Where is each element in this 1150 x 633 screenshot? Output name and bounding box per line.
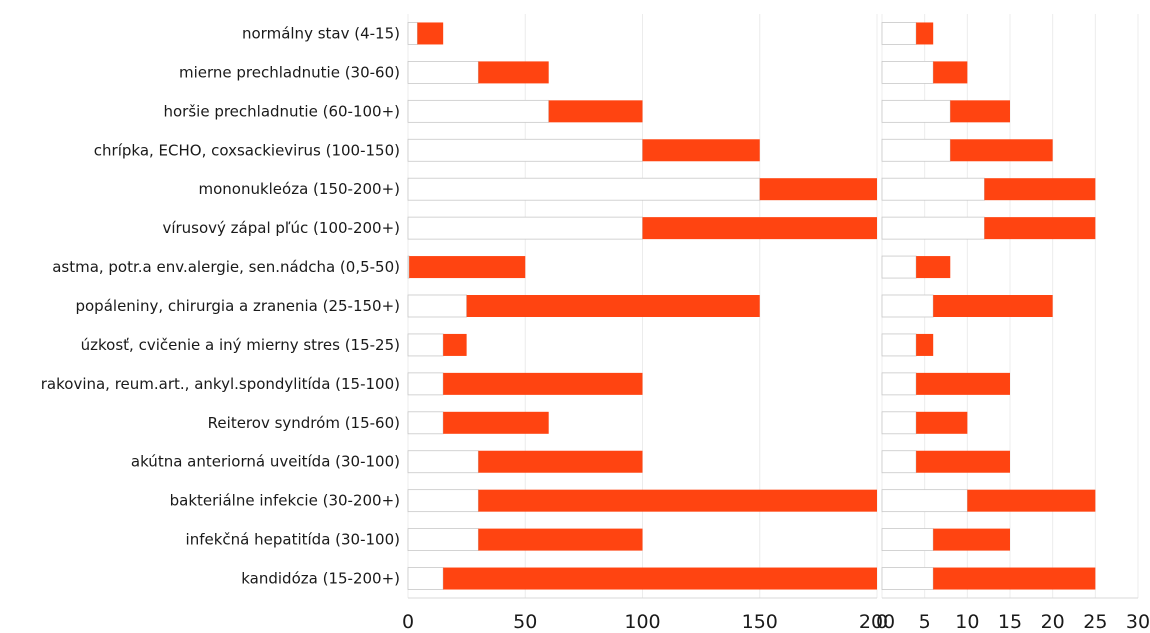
right-bar-offset-11 [881, 450, 917, 474]
left-bar-offset-11 [407, 450, 479, 474]
left-bar-range-10 [443, 411, 549, 434]
left-bar-offset-2 [407, 99, 550, 123]
right-bar-offset-4 [881, 177, 985, 201]
category-label-2: horšie prechladnutie (60-100+) [163, 102, 400, 120]
right-bar-offset-7 [881, 294, 934, 318]
left-bar-offset-0 [407, 22, 418, 45]
left-bar-offset-10 [407, 411, 444, 435]
left-bar-range-0 [417, 22, 444, 45]
left-bar-offset-5 [407, 216, 643, 240]
right-bar-offset-14 [881, 567, 934, 590]
right-bar-range-6 [916, 256, 951, 279]
right-bar-range-2 [950, 100, 1010, 123]
left-bar-range-14 [443, 567, 877, 590]
category-label-8: úzkosť, cvičenie a iný mierny stres (15-… [81, 336, 400, 354]
right-bar-offset-2 [881, 99, 951, 123]
left-bar-range-11 [478, 450, 643, 473]
category-label-6: astma, potr.a env.alergie, sen.nádcha (0… [52, 258, 400, 276]
right-x-tick-label-1: 5 [919, 611, 931, 633]
category-label-10: Reiterov syndróm (15-60) [208, 414, 400, 432]
category-label-1: mierne prechladnutie (30-60) [179, 63, 400, 81]
category-label-4: mononukleóza (150-200+) [198, 180, 400, 198]
left-bar-range-12 [478, 489, 877, 512]
right-bar-offset-12 [881, 489, 968, 513]
left-bar-range-2 [548, 100, 643, 123]
category-label-12: bakteriálne infekcie (30-200+) [170, 492, 400, 510]
right-x-tick-label-2: 10 [955, 611, 979, 633]
right-bar-offset-10 [881, 411, 917, 435]
left-bar-range-4 [759, 178, 877, 201]
right-bar-offset-3 [881, 138, 951, 162]
right-x-tick-label-0: 0 [876, 611, 888, 633]
category-label-3: chrípka, ECHO, coxsackievirus (100-150) [94, 141, 400, 159]
right-bar-offset-13 [881, 528, 934, 551]
left-bar-offset-7 [407, 294, 468, 318]
right-bar-range-1 [933, 61, 968, 84]
right-bar-offset-6 [881, 255, 917, 279]
right-bar-range-8 [916, 333, 934, 356]
left-x-tick-label-2: 100 [624, 611, 660, 633]
right-x-tick-label-4: 20 [1041, 611, 1065, 633]
left-bar-offset-9 [407, 372, 444, 396]
right-bar-offset-9 [881, 372, 917, 396]
category-label-11: akútna anteriorná uveitída (30-100) [131, 453, 400, 471]
right-bar-range-3 [950, 139, 1053, 162]
left-bar-offset-12 [407, 489, 479, 513]
right-bar-range-5 [984, 217, 1096, 240]
left-bar-offset-13 [407, 528, 479, 551]
right-bar-offset-0 [881, 22, 917, 45]
left-bar-range-3 [642, 139, 760, 162]
right-bar-offset-5 [881, 216, 985, 240]
category-label-9: rakovina, reum.art., ankyl.spondylitída … [41, 375, 400, 393]
left-bar-offset-6 [407, 255, 410, 279]
right-bar-range-12 [967, 489, 1096, 512]
category-label-7: popáleniny, chirurgia a zranenia (25-150… [75, 297, 400, 315]
right-bar-offset-1 [881, 61, 934, 84]
right-bar-range-4 [984, 178, 1096, 201]
category-label-13: infekčná hepatitída (30-100) [186, 531, 400, 549]
category-label-14: kandidóza (15-200+) [241, 570, 400, 588]
left-bar-range-1 [478, 61, 549, 84]
left-bar-offset-8 [407, 333, 444, 357]
category-label-0: normálny stav (4-15) [242, 24, 400, 42]
right-bar-range-11 [916, 450, 1010, 473]
left-bar-offset-3 [407, 138, 643, 162]
right-x-tick-label-3: 15 [998, 611, 1022, 633]
left-bar-range-8 [443, 333, 467, 356]
left-bar-range-7 [466, 295, 760, 317]
right-bar-range-13 [933, 528, 1010, 551]
right-bar-offset-8 [881, 333, 917, 357]
left-x-tick-label-3: 150 [742, 611, 778, 633]
left-bar-range-5 [642, 217, 877, 240]
left-bar-offset-4 [407, 177, 761, 201]
left-bar-range-6 [409, 256, 526, 279]
left-bar-offset-14 [407, 567, 444, 590]
left-x-tick-label-1: 50 [513, 611, 537, 633]
right-bar-range-7 [933, 295, 1053, 317]
left-bar-offset-1 [407, 61, 479, 84]
left-bar-range-9 [443, 372, 643, 395]
left-x-tick-label-4: 200 [859, 611, 895, 633]
right-bar-range-0 [916, 22, 934, 45]
right-bar-range-9 [916, 372, 1010, 395]
left-bar-range-13 [478, 528, 643, 551]
category-label-5: vírusový zápal pľúc (100-200+) [162, 219, 400, 237]
right-x-tick-label-5: 25 [1083, 611, 1107, 633]
left-x-tick-label-0: 0 [402, 611, 414, 633]
right-bar-range-10 [916, 411, 968, 434]
right-x-tick-label-6: 30 [1126, 611, 1150, 633]
right-bar-range-14 [933, 567, 1096, 590]
